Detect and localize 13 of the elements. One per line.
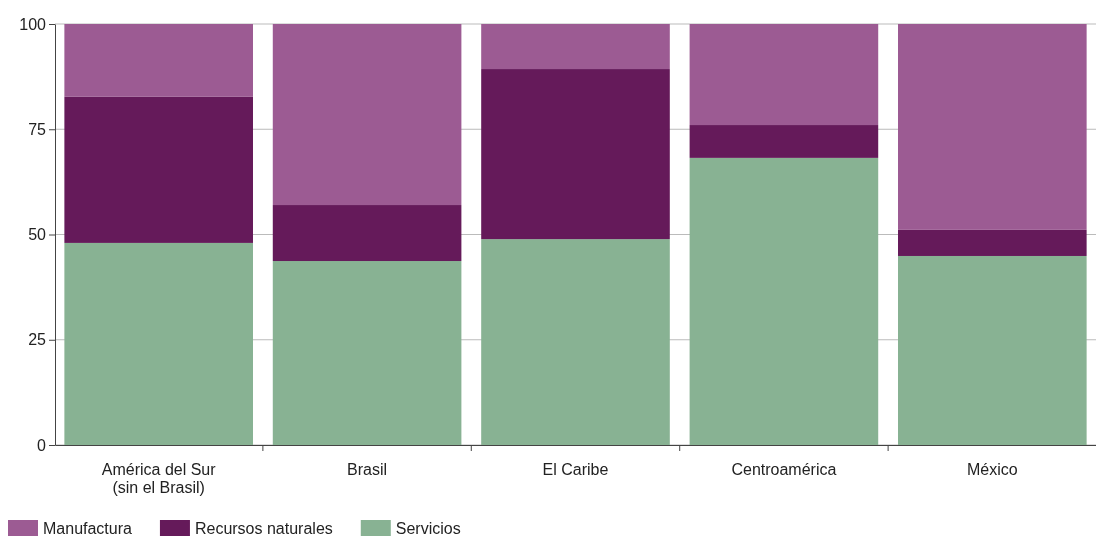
- y-tick-label: 0: [37, 436, 47, 454]
- legend-label: Servicios: [395, 520, 461, 537]
- legend-label: Manufactura: [43, 520, 133, 537]
- y-tick-label: 100: [19, 15, 47, 33]
- legend-label: Recursos naturales: [194, 520, 333, 537]
- x-tick-label: México: [966, 461, 1018, 478]
- x-tick-label: Brasil: [347, 461, 388, 478]
- y-tick-label: 25: [28, 331, 47, 349]
- x-tick-label: Centroamérica: [731, 461, 837, 478]
- x-tick-label: América del Sur (sin el Brasil): [101, 461, 217, 496]
- y-tick-label: 50: [28, 226, 47, 244]
- x-tick-label: El Caribe: [542, 461, 609, 478]
- y-tick-label: 75: [28, 120, 47, 138]
